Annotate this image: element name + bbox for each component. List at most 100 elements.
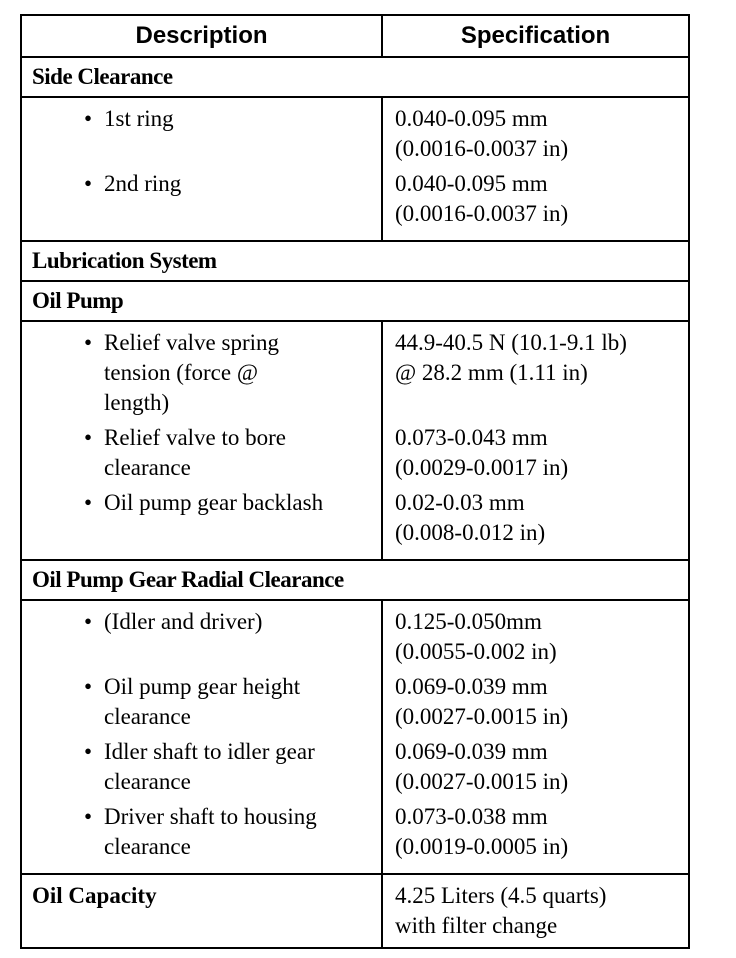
item-description: • Relief valve spring tension (force @ leng…: [84, 328, 381, 418]
specification-line: (0.008-0.012 in): [395, 520, 546, 545]
section-title: Oil Pump Gear Radial Clearance: [32, 567, 344, 592]
description-text: length): [104, 390, 170, 415]
description-line: • Relief valve to bore: [84, 423, 381, 453]
description-line: • Driver shaft to housing: [84, 802, 381, 832]
description-line: • Idler shaft to idler gear: [84, 737, 381, 767]
bullet-icon: •: [84, 490, 93, 515]
section-title: Side Clearance: [32, 64, 173, 89]
item-specification: 0.073-0.043 mm (0.0029-0.0017 in): [395, 423, 688, 483]
section-items: • Relief valve spring tension (force @ leng…: [22, 320, 688, 559]
section-row: Side Clearance: [22, 56, 688, 96]
description-text: Oil pump gear height: [104, 674, 301, 699]
item-specification: 0.073-0.038 mm (0.0019-0.0005 in): [395, 802, 688, 862]
item-description: • (Idler and driver): [84, 607, 381, 667]
section-items: • 1st ring • 2nd ring 0.040-0.095 mm (0.0016-…: [22, 96, 688, 240]
oil-capacity-label: Oil Capacity: [22, 875, 383, 947]
description-text: clearance: [104, 704, 191, 729]
description-line: • 2nd ring: [84, 169, 381, 199]
description-line: clearance: [84, 767, 381, 797]
bullet-icon: •: [84, 674, 93, 699]
header-row: Description Specification: [22, 16, 688, 56]
item-description: • 1st ring: [84, 104, 381, 164]
item-description: • Relief valve to bore clearance: [84, 423, 381, 483]
bullet-icon: •: [84, 171, 93, 196]
specification-line: 0.069-0.039 mm: [395, 739, 548, 764]
item-description: • Oil pump gear height clearance: [84, 672, 381, 732]
description-line: length): [84, 388, 381, 418]
description-text: clearance: [104, 834, 191, 859]
specification-header: Specification: [460, 22, 611, 49]
specification-line: 0.040-0.095 mm: [395, 171, 548, 196]
indent: [84, 453, 104, 483]
section-items: • (Idler and driver) • Oil pump gear height…: [22, 599, 688, 873]
specification-line: (0.0055-0.002 in): [395, 639, 557, 664]
description-text: clearance: [104, 455, 191, 480]
specification-line: 44.9-40.5 N (10.1-9.1 lb): [395, 330, 627, 355]
item-description: • 2nd ring: [84, 169, 381, 229]
description-text: Oil pump gear backlash: [104, 490, 324, 515]
specification-line: with filter change: [395, 913, 558, 938]
specification-cell: 0.125-0.050mm (0.0055-0.002 in) 0.069-0.03…: [383, 601, 688, 873]
item-description: • Idler shaft to idler gear clearance: [84, 737, 381, 797]
description-line: • Oil pump gear height: [84, 672, 381, 702]
bullet-icon: •: [84, 106, 93, 131]
specification-line: (0.0019-0.0005 in): [395, 834, 569, 859]
specification-table: Description Specification Side Clearance…: [20, 14, 690, 949]
description-line: tension (force @: [84, 358, 381, 388]
description-text: tension (force @: [104, 360, 259, 385]
specification-line: 0.073-0.043 mm: [395, 425, 548, 450]
indent: [84, 832, 104, 862]
description-text: 1st ring: [104, 106, 174, 131]
description-line: • Oil pump gear backlash: [84, 488, 381, 518]
description-text: Relief valve spring: [104, 330, 280, 355]
specification-line: 0.02-0.03 mm: [395, 490, 525, 515]
description-text: 2nd ring: [104, 171, 182, 196]
item-description: • Driver shaft to housing clearance: [84, 802, 381, 862]
oil-capacity-spec: 4.25 Liters (4.5 quarts) with filter chan…: [383, 875, 688, 947]
bullet-icon: •: [84, 739, 93, 764]
indent: [84, 702, 104, 732]
item-specification: 0.125-0.050mm (0.0055-0.002 in): [395, 607, 688, 667]
specification-line: 0.073-0.038 mm: [395, 804, 548, 829]
item-specification: 0.040-0.095 mm (0.0016-0.0037 in): [395, 169, 688, 229]
description-line: clearance: [84, 702, 381, 732]
bullet-icon: •: [84, 330, 93, 355]
specification-line: (0.0016-0.0037 in): [395, 201, 569, 226]
specification-line: 0.125-0.050mm: [395, 609, 542, 634]
description-text: clearance: [104, 769, 191, 794]
specification-line: (0.0027-0.0015 in): [395, 704, 569, 729]
specification-line: 4.25 Liters (4.5 quarts): [395, 883, 607, 908]
section-row: Lubrication System: [22, 240, 688, 280]
specification-line: (0.0027-0.0015 in): [395, 769, 569, 794]
description-line: • 1st ring: [84, 104, 381, 134]
specification-line: (0.0016-0.0037 in): [395, 136, 569, 161]
bullet-icon: •: [84, 804, 93, 829]
description-text: Driver shaft to housing: [104, 804, 317, 829]
item-specification: 0.02-0.03 mm (0.008-0.012 in): [395, 488, 688, 548]
section-title: Oil Pump: [32, 288, 124, 313]
specification-cell: 44.9-40.5 N (10.1-9.1 lb) @ 28.2 mm (1.11…: [383, 322, 688, 559]
specification-cell: 0.040-0.095 mm (0.0016-0.0037 in) 0.040-0.…: [383, 98, 688, 240]
specification-line: (0.0029-0.0017 in): [395, 455, 569, 480]
item-specification: 0.069-0.039 mm (0.0027-0.0015 in): [395, 672, 688, 732]
description-cell: • (Idler and driver) • Oil pump gear height…: [22, 601, 383, 873]
specification-line: @ 28.2 mm (1.11 in): [395, 360, 588, 385]
description-line: clearance: [84, 453, 381, 483]
description-cell: • 1st ring • 2nd ring: [22, 98, 383, 240]
bullet-icon: •: [84, 425, 93, 450]
section-title: Lubrication System: [32, 248, 217, 273]
description-line: • Relief valve spring: [84, 328, 381, 358]
item-description: • Oil pump gear backlash: [84, 488, 381, 548]
section-row: Oil Pump: [22, 280, 688, 320]
description-text: Idler shaft to idler gear: [104, 739, 315, 764]
specification-line: 0.069-0.039 mm: [395, 674, 548, 699]
item-specification: 0.040-0.095 mm (0.0016-0.0037 in): [395, 104, 688, 164]
description-line: • (Idler and driver): [84, 607, 381, 637]
description-header: Description: [22, 16, 383, 56]
indent: [84, 358, 104, 388]
specification-line: 0.040-0.095 mm: [395, 106, 548, 131]
indent: [84, 767, 104, 797]
description-cell: • Relief valve spring tension (force @ leng…: [22, 322, 383, 559]
bullet-icon: •: [84, 609, 93, 634]
description-text: Relief valve to bore: [104, 425, 287, 450]
